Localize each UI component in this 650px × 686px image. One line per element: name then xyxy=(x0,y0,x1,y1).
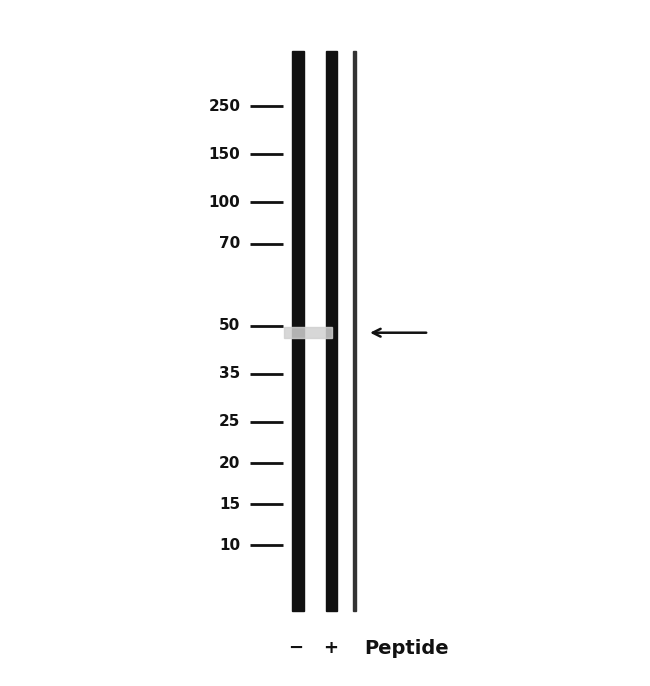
Text: 20: 20 xyxy=(219,456,240,471)
Text: 35: 35 xyxy=(219,366,240,381)
Text: 70: 70 xyxy=(219,236,240,251)
Text: 15: 15 xyxy=(220,497,240,512)
Bar xyxy=(292,51,304,611)
Bar xyxy=(326,51,337,611)
Text: 100: 100 xyxy=(209,195,240,210)
Text: 150: 150 xyxy=(209,147,240,162)
Bar xyxy=(284,327,332,338)
Bar xyxy=(353,51,356,611)
Text: −: − xyxy=(288,639,304,657)
Text: 250: 250 xyxy=(209,99,240,114)
Text: 10: 10 xyxy=(220,538,240,553)
Text: 50: 50 xyxy=(219,318,240,333)
Text: +: + xyxy=(322,639,338,657)
Text: Peptide: Peptide xyxy=(364,639,448,658)
Text: 25: 25 xyxy=(219,414,240,429)
